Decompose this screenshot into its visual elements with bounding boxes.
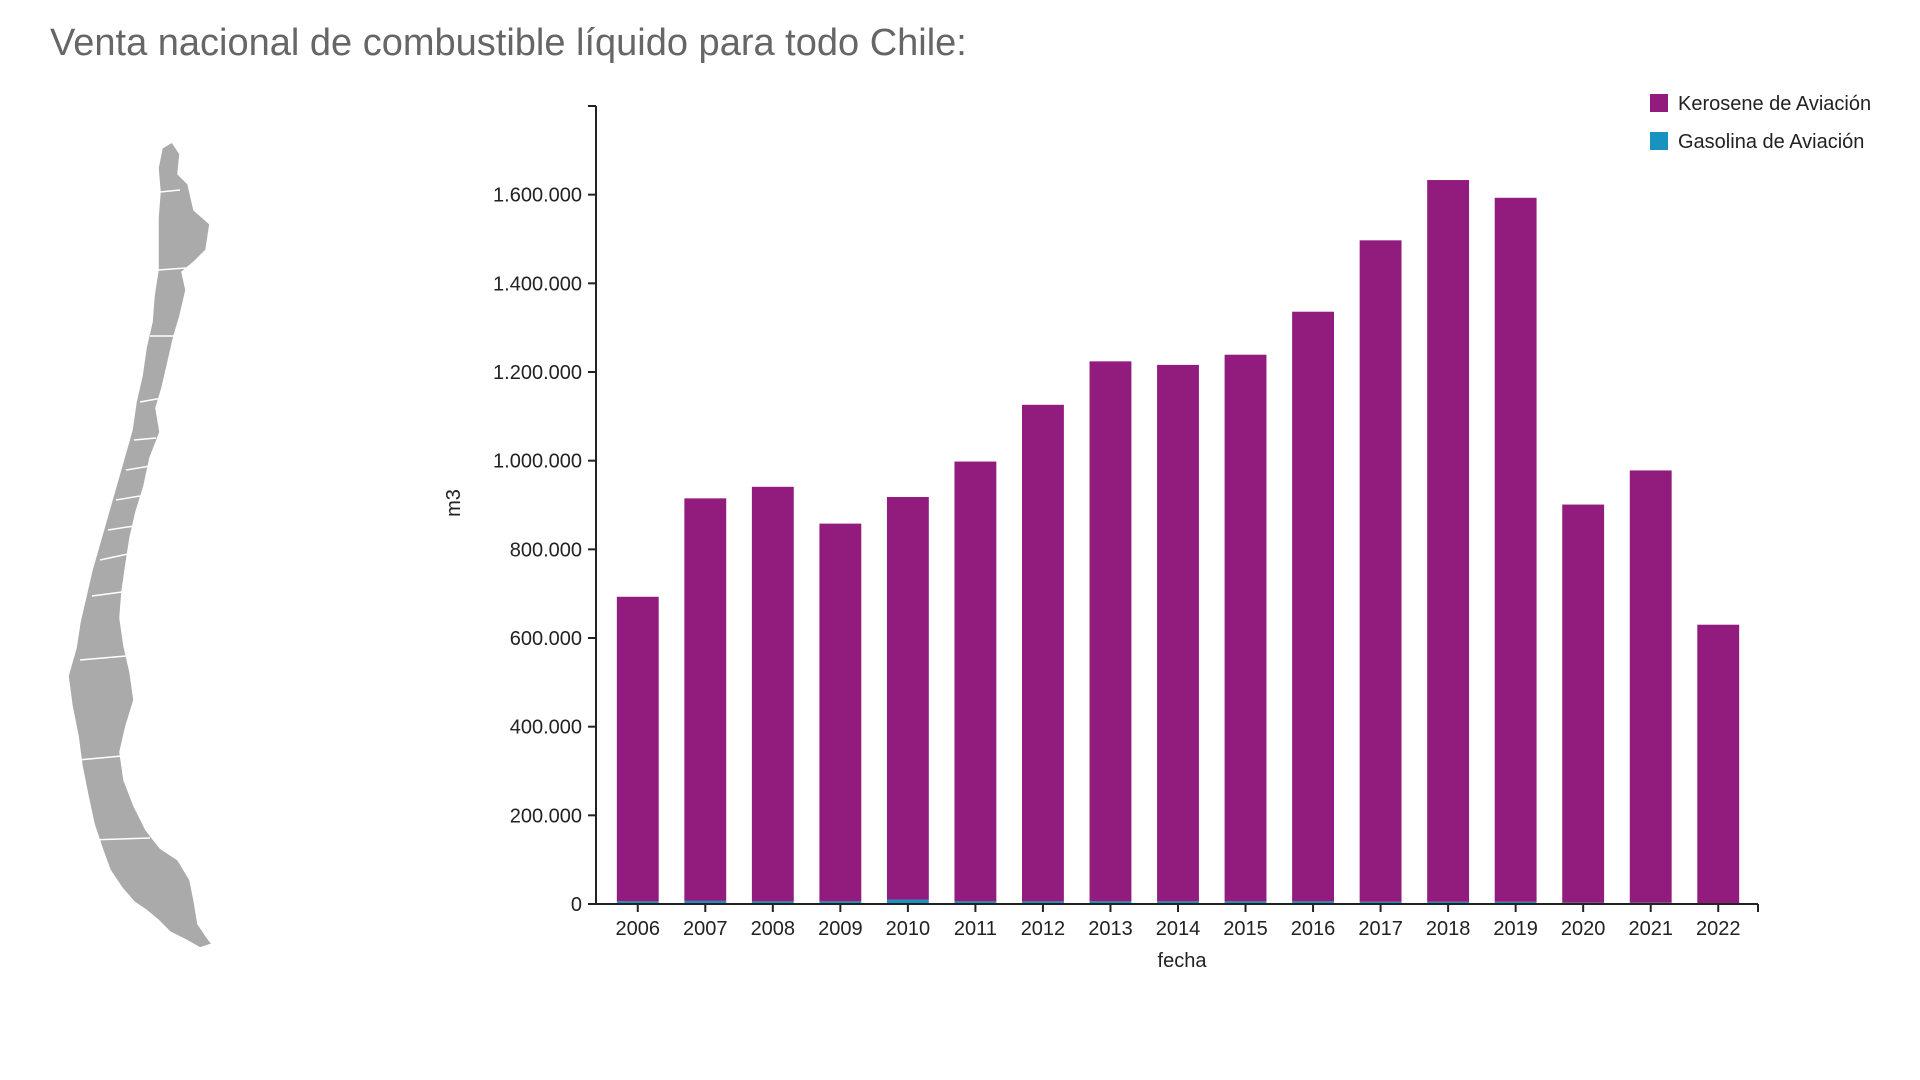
legend: Kerosene de Aviación Gasolina de Aviación	[1650, 93, 1871, 153]
bar-kerosene-de-aviaci-n-2020[interactable]	[1562, 504, 1605, 903]
bar-kerosene-de-aviaci-n-2015[interactable]	[1224, 354, 1267, 902]
x-tick-label: 2018	[1426, 918, 1471, 940]
bar-gasolina-de-aviaci-n-2007[interactable]	[684, 900, 727, 904]
bar-gasolina-de-aviaci-n-2008[interactable]	[751, 901, 794, 904]
x-tick-label: 2021	[1628, 918, 1673, 940]
bar-kerosene-de-aviaci-n-2011[interactable]	[954, 461, 997, 902]
bar-kerosene-de-aviaci-n-2009[interactable]	[819, 523, 862, 902]
x-tick-label: 2011	[954, 918, 997, 940]
chile-map[interactable]	[50, 140, 230, 1060]
bar-kerosene-de-aviaci-n-2008[interactable]	[751, 486, 794, 902]
y-tick-label: 1.600.000	[493, 185, 582, 207]
y-tick-label: 200.000	[510, 805, 582, 827]
bar-kerosene-de-aviaci-n-2010[interactable]	[886, 497, 929, 900]
chile-map-graphic	[67, 140, 214, 949]
y-tick-label: 1.000.000	[493, 451, 582, 473]
bar-gasolina-de-aviaci-n-2017[interactable]	[1359, 901, 1402, 904]
legend-label[interactable]: Kerosene de Aviación	[1678, 93, 1871, 115]
bar-gasolina-de-aviaci-n-2018[interactable]	[1427, 901, 1470, 904]
bar-kerosene-de-aviaci-n-2007[interactable]	[684, 498, 727, 901]
y-axis-label: m3	[443, 489, 465, 517]
bar-kerosene-de-aviaci-n-2012[interactable]	[1022, 404, 1064, 902]
bar-gasolina-de-aviaci-n-2006[interactable]	[616, 901, 659, 904]
bar-kerosene-de-aviaci-n-2014[interactable]	[1157, 364, 1199, 902]
x-tick-label: 2020	[1561, 918, 1606, 940]
legend-swatch[interactable]	[1650, 132, 1668, 150]
x-tick-label: 2022	[1696, 918, 1741, 940]
y-tick-label: 1.200.000	[493, 362, 582, 384]
y-tick-label: 600.000	[510, 628, 582, 650]
x-tick-label: 2017	[1358, 918, 1403, 940]
y-tick-label: 400.000	[510, 717, 582, 739]
x-tick-label: 2009	[818, 918, 863, 940]
bar-kerosene-de-aviaci-n-2006[interactable]	[616, 596, 659, 902]
legend-label[interactable]: Gasolina de Aviación	[1678, 131, 1864, 153]
x-tick-label: 2008	[751, 918, 796, 940]
x-axis-label: fecha	[1158, 950, 1208, 972]
x-tick-label: 2007	[683, 918, 728, 940]
bar-kerosene-de-aviaci-n-2022[interactable]	[1697, 624, 1740, 904]
x-tick-label: 2012	[1021, 918, 1066, 940]
bar-gasolina-de-aviaci-n-2012[interactable]	[1022, 901, 1064, 904]
chile-map-region-borders	[77, 189, 187, 841]
x-axis: 2006 2007 2008 2009 2010 2011 2012 2013 2014 2015…	[596, 903, 1759, 940]
bar-kerosene-de-aviaci-n-2013[interactable]	[1089, 361, 1132, 902]
bar-kerosene-de-aviaci-n-2017[interactable]	[1359, 240, 1402, 902]
bar-kerosene-de-aviaci-n-2019[interactable]	[1494, 197, 1537, 902]
x-tick-label: 2013	[1088, 918, 1133, 940]
bar-gasolina-de-aviaci-n-2016[interactable]	[1292, 901, 1334, 904]
x-tick-label: 2015	[1223, 918, 1268, 940]
bar-gasolina-de-aviaci-n-2009[interactable]	[819, 901, 862, 904]
bar-kerosene-de-aviaci-n-2021[interactable]	[1629, 470, 1672, 903]
bar-gasolina-de-aviaci-n-2013[interactable]	[1089, 901, 1132, 904]
bar-gasolina-de-aviaci-n-2010[interactable]	[886, 899, 929, 904]
y-axis: 0 200.000 400.000 600.000 800.000 1.000.000 1.…	[493, 105, 597, 916]
bar-kerosene-de-aviaci-n-2016[interactable]	[1292, 311, 1334, 902]
bar-gasolina-de-aviaci-n-2011[interactable]	[954, 901, 997, 904]
y-tick-label: 1.400.000	[493, 273, 582, 295]
x-tick-label: 2006	[616, 918, 661, 940]
bar-gasolina-de-aviaci-n-2014[interactable]	[1157, 901, 1199, 904]
x-tick-label: 2016	[1291, 918, 1336, 940]
y-tick-label: 800.000	[510, 539, 582, 561]
bars-layer	[616, 180, 1740, 904]
bar-kerosene-de-aviaci-n-2018[interactable]	[1427, 180, 1470, 902]
x-tick-label: 2019	[1493, 918, 1538, 940]
bar-gasolina-de-aviaci-n-2019[interactable]	[1494, 901, 1537, 904]
legend-swatch[interactable]	[1650, 94, 1668, 112]
chile-map-shape[interactable]	[67, 140, 214, 949]
bar-gasolina-de-aviaci-n-2015[interactable]	[1224, 901, 1267, 904]
x-tick-label: 2014	[1156, 918, 1201, 940]
x-tick-label: 2010	[886, 918, 931, 940]
page-title: Venta nacional de combustible líquido pa…	[50, 22, 967, 64]
y-tick-label: 0	[571, 894, 582, 916]
